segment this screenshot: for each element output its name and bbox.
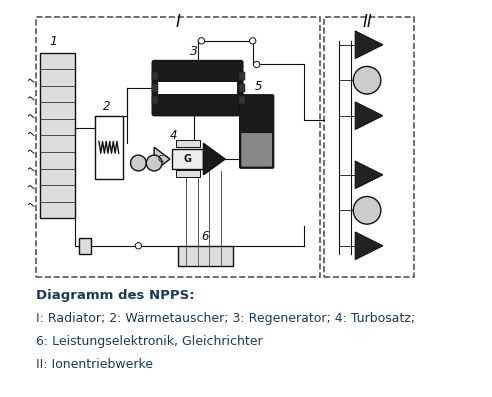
Bar xyxy=(239,96,245,104)
Circle shape xyxy=(130,155,146,171)
Text: 5: 5 xyxy=(255,80,262,93)
Text: Diagramm des NPPS:: Diagramm des NPPS: xyxy=(36,289,194,302)
FancyBboxPatch shape xyxy=(152,60,243,116)
Bar xyxy=(95,116,123,179)
Text: 4: 4 xyxy=(170,129,178,143)
Bar xyxy=(152,84,158,92)
Polygon shape xyxy=(355,232,383,260)
Polygon shape xyxy=(355,161,383,189)
Polygon shape xyxy=(204,143,225,175)
Text: 2: 2 xyxy=(103,100,111,113)
Text: G: G xyxy=(184,154,192,164)
Text: II: Ionentriebwerke: II: Ionentriebwerke xyxy=(36,358,153,371)
Bar xyxy=(172,149,204,169)
Bar xyxy=(40,53,75,218)
Text: I: I xyxy=(175,13,180,31)
Polygon shape xyxy=(154,147,170,171)
Text: I: Radiator; 2: Wärmetauscher; 3: Regenerator; 4: Turbosatz;: I: Radiator; 2: Wärmetauscher; 3: Regene… xyxy=(36,312,415,325)
Bar xyxy=(79,238,91,254)
Text: II: II xyxy=(362,13,372,31)
Circle shape xyxy=(353,66,381,94)
Circle shape xyxy=(253,61,260,67)
Bar xyxy=(239,84,245,92)
Text: 3: 3 xyxy=(189,44,198,58)
FancyBboxPatch shape xyxy=(241,133,272,167)
Bar xyxy=(152,96,158,104)
Circle shape xyxy=(249,38,256,44)
FancyBboxPatch shape xyxy=(240,95,274,168)
Polygon shape xyxy=(355,102,383,129)
Circle shape xyxy=(353,197,381,224)
Circle shape xyxy=(146,155,162,171)
Bar xyxy=(176,140,199,147)
Bar xyxy=(152,72,158,80)
Text: 6: 6 xyxy=(202,230,209,243)
Circle shape xyxy=(198,38,205,44)
Bar xyxy=(239,72,245,80)
Bar xyxy=(178,246,233,266)
Bar xyxy=(176,170,199,177)
Polygon shape xyxy=(355,31,383,58)
Bar xyxy=(158,82,237,94)
Circle shape xyxy=(135,243,142,249)
Text: 1: 1 xyxy=(50,35,58,48)
Text: C: C xyxy=(157,154,163,164)
Text: 6: Leistungselektronik, Gleichrichter: 6: Leistungselektronik, Gleichrichter xyxy=(36,335,263,348)
